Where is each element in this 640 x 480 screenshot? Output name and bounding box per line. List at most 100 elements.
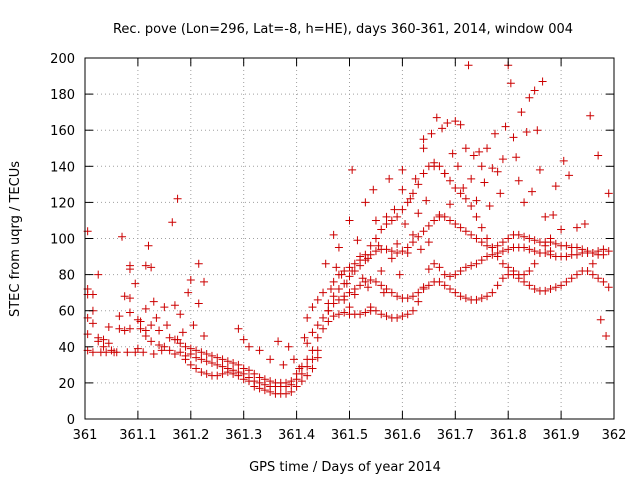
data-point xyxy=(141,331,150,340)
data-point xyxy=(504,234,513,243)
data-point xyxy=(588,259,597,268)
data-point xyxy=(260,375,269,384)
data-point xyxy=(567,274,576,283)
data-point xyxy=(192,346,201,355)
data-point xyxy=(94,270,103,279)
x-tick-label: 361.3 xyxy=(225,428,262,443)
data-point xyxy=(382,212,391,221)
data-point xyxy=(364,283,373,292)
data-point xyxy=(408,238,417,247)
data-point xyxy=(329,292,338,301)
y-tick-label: 80 xyxy=(58,269,75,284)
data-point xyxy=(408,306,417,315)
data-point xyxy=(509,133,518,142)
data-point xyxy=(440,270,449,279)
data-point xyxy=(414,209,423,218)
data-point xyxy=(414,288,423,297)
data-point xyxy=(419,169,428,178)
data-point xyxy=(498,155,507,164)
data-point xyxy=(559,156,568,165)
data-point xyxy=(403,198,412,207)
y-tick-label: 160 xyxy=(50,124,75,139)
data-point xyxy=(181,342,190,351)
data-point xyxy=(435,162,444,171)
data-point xyxy=(356,256,365,265)
data-point xyxy=(451,270,460,279)
data-point xyxy=(234,324,243,333)
data-point xyxy=(477,162,486,171)
data-point xyxy=(155,326,164,335)
data-point xyxy=(498,259,507,268)
data-point xyxy=(514,176,523,185)
data-point xyxy=(493,241,502,250)
data-point xyxy=(189,321,198,330)
data-point xyxy=(131,279,140,288)
data-point xyxy=(94,337,103,346)
data-point xyxy=(356,310,365,319)
data-point xyxy=(218,355,227,364)
data-point xyxy=(535,165,544,174)
data-point xyxy=(451,117,460,126)
data-point xyxy=(345,272,354,281)
data-point xyxy=(414,180,423,189)
data-point xyxy=(234,368,243,377)
data-point xyxy=(239,364,248,373)
data-point xyxy=(387,247,396,256)
data-point xyxy=(493,167,502,176)
data-point xyxy=(345,216,354,225)
data-point xyxy=(340,308,349,317)
data-point xyxy=(176,348,185,357)
data-point xyxy=(334,295,343,304)
data-point xyxy=(170,350,179,359)
data-point xyxy=(398,185,407,194)
data-point xyxy=(144,241,153,250)
y-tick-label: 140 xyxy=(50,160,75,175)
data-point xyxy=(408,292,417,301)
data-point xyxy=(173,194,182,203)
data-point xyxy=(147,263,156,272)
data-point xyxy=(287,387,296,396)
data-point xyxy=(308,364,317,373)
data-point xyxy=(572,270,581,279)
data-point xyxy=(472,295,481,304)
data-point xyxy=(467,261,476,270)
data-points xyxy=(83,61,613,398)
data-point xyxy=(326,285,335,294)
data-point xyxy=(430,158,439,167)
data-point xyxy=(530,236,539,245)
data-point xyxy=(520,198,529,207)
data-point xyxy=(218,369,227,378)
data-point xyxy=(350,266,359,275)
data-point xyxy=(583,266,592,275)
data-point xyxy=(334,243,343,252)
data-point xyxy=(234,360,243,369)
data-point xyxy=(176,310,185,319)
data-point xyxy=(472,196,481,205)
data-point xyxy=(453,162,462,171)
data-point xyxy=(184,288,193,297)
x-tick-label: 361.5 xyxy=(331,428,368,443)
data-point xyxy=(300,333,309,342)
data-point xyxy=(498,247,507,256)
data-point xyxy=(387,216,396,225)
data-point xyxy=(451,288,460,297)
data-point xyxy=(501,122,510,131)
data-point xyxy=(398,165,407,174)
data-point xyxy=(181,355,190,364)
data-point xyxy=(308,303,317,312)
data-point xyxy=(303,371,312,380)
data-point xyxy=(443,118,452,127)
data-point xyxy=(477,256,486,265)
data-point xyxy=(250,377,259,386)
data-point xyxy=(562,241,571,250)
data-point xyxy=(107,346,116,355)
data-point xyxy=(329,312,338,321)
data-point xyxy=(197,348,206,357)
data-point xyxy=(361,277,370,286)
data-point xyxy=(424,221,433,230)
data-point xyxy=(440,212,449,221)
data-point xyxy=(218,362,227,371)
data-point xyxy=(345,263,354,272)
data-point xyxy=(438,124,447,133)
